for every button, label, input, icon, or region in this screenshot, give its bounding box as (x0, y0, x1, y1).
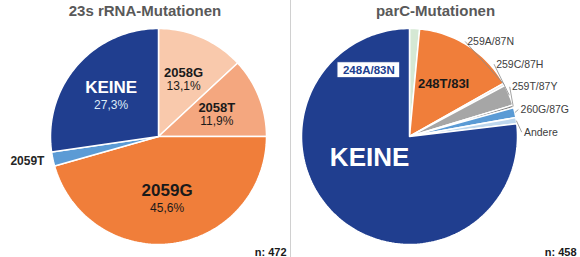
svg-text:2058G: 2058G (164, 65, 204, 81)
svg-text:248T/83I: 248T/83I (418, 76, 469, 91)
svg-text:n: 472: n: 472 (255, 246, 287, 257)
svg-text:260G/87G: 260G/87G (521, 103, 569, 115)
html-text:23s rRNA-Mutationen: 23s rRNA-Mutationen (68, 2, 222, 19)
svg-text:n: 458: n: 458 (545, 246, 577, 257)
svg-text:13,1%: 13,1% (167, 79, 201, 93)
html-text:parC-Mutationen: parC-Mutationen (375, 2, 496, 19)
svg-text:2059T: 2059T (10, 154, 45, 168)
svg-text:KEINE: KEINE (85, 78, 137, 97)
svg-text:11,9%: 11,9% (200, 114, 233, 128)
svg-text:27,3%: 27,3% (94, 98, 128, 112)
svg-text:259A/87N: 259A/87N (467, 35, 514, 47)
svg-text:KEINE: KEINE (330, 142, 409, 172)
svg-text:Andere: Andere (524, 126, 558, 138)
svg-text:2059G: 2059G (142, 181, 193, 200)
svg-text:45,6%: 45,6% (150, 201, 184, 215)
svg-text:248A/83N: 248A/83N (343, 64, 395, 76)
svg-text:259C/87H: 259C/87H (496, 58, 543, 70)
svg-text:259T/87Y: 259T/87Y (512, 80, 558, 92)
svg-text:2058T: 2058T (198, 99, 236, 115)
